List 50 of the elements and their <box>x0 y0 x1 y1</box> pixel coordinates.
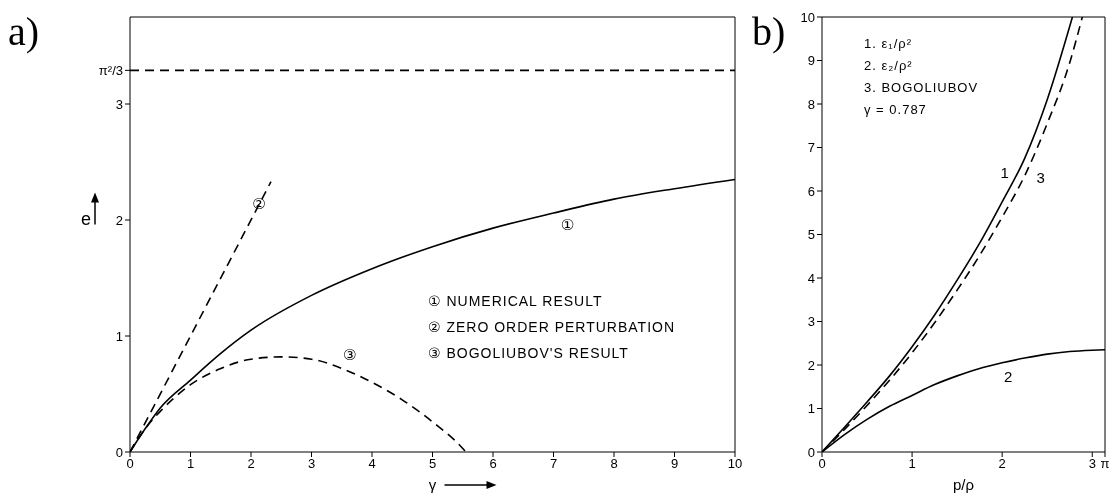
x-tick-label: 5 <box>428 456 437 472</box>
chart-title: a) <box>8 8 40 55</box>
y-tick-label: 5 <box>807 227 815 243</box>
y-tick-label: 1 <box>807 401 815 417</box>
y-tick-label: π²/3 <box>98 62 123 78</box>
series-label: ③ <box>343 345 357 363</box>
x-tick-label: 3 <box>1088 456 1096 472</box>
y-tick-label: 0 <box>807 444 815 460</box>
x-tick-label: 4 <box>368 456 376 472</box>
series-label: 3 <box>1036 169 1045 187</box>
annotation: ① NUMERICAL RESULT <box>428 293 603 309</box>
x-tick-label: 8 <box>610 456 618 472</box>
x-tick-label: 9 <box>670 456 679 472</box>
y-tick-label: 2 <box>115 212 123 228</box>
x-axis-title: γ <box>428 476 437 493</box>
y-tick-label: 3 <box>115 96 123 112</box>
annotation: γ = 0.787 <box>864 102 927 117</box>
x-tick-label: 10 <box>727 456 743 472</box>
chart-title: b) <box>752 8 786 55</box>
x-tick-label: 2 <box>247 456 255 472</box>
y-tick-label: 8 <box>807 96 815 112</box>
y-tick-label: 4 <box>807 270 815 286</box>
annotation: 2. ε₂/ρ² <box>864 58 913 73</box>
x-axis-title: p/ρ <box>952 476 975 493</box>
y-tick-label: 9 <box>807 53 815 69</box>
series-label: 2 <box>1003 368 1013 386</box>
x-tick-label: 0 <box>126 456 134 472</box>
y-tick-label: 3 <box>807 314 815 330</box>
y-tick-label: 1 <box>115 328 123 344</box>
y-tick-label: 6 <box>807 183 815 199</box>
x-tick-label: π <box>1100 456 1110 472</box>
annotation: ② ZERO ORDER PERTURBATION <box>428 319 676 335</box>
x-tick-label: 7 <box>549 456 558 472</box>
x-tick-label: 1 <box>186 456 195 472</box>
x-tick-label: 6 <box>489 456 497 472</box>
y-tick-label: 2 <box>807 357 815 373</box>
annotation: 3. BOGOLIUBOV <box>864 80 979 95</box>
annotation: 1. ε₁/ρ² <box>864 36 912 51</box>
x-tick-label: 0 <box>818 456 826 472</box>
series-label: ② <box>252 195 266 213</box>
series-label: 1 <box>1000 163 1009 181</box>
y-axis-title: e <box>80 208 92 229</box>
y-tick-label: 10 <box>800 9 815 25</box>
x-tick-label: 3 <box>307 456 316 472</box>
x-tick-label: 1 <box>908 456 916 472</box>
x-tick-label: 2 <box>998 456 1006 472</box>
y-tick-label: 7 <box>807 140 815 156</box>
y-tick-label: 0 <box>115 444 123 460</box>
series-label: ① <box>560 216 575 234</box>
annotation: ③ BOGOLIUBOV'S RESULT <box>428 345 629 361</box>
